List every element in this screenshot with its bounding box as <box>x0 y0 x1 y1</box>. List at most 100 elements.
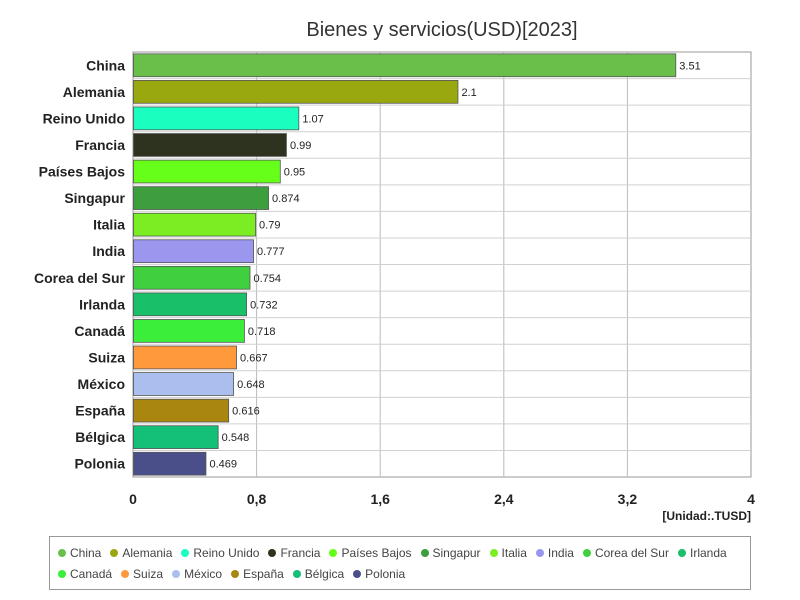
legend-swatch-icon <box>110 548 119 557</box>
legend: China Alemania Reino Unido Francia Países Ba… <box>49 536 751 590</box>
bar-corea-del-sur <box>133 265 251 290</box>
bars <box>133 53 677 476</box>
bar-francia <box>133 133 287 157</box>
legend-swatch-icon <box>582 548 591 557</box>
legend-item-canada[interactable]: Canadá <box>58 563 112 584</box>
x-tick-label: 0 <box>129 491 137 507</box>
category-label-suiza: Suiza <box>88 349 125 365</box>
category-label-canada: Canadá <box>74 323 125 339</box>
legend-swatch-icon <box>677 548 686 557</box>
legend-item-italia[interactable]: Italia <box>489 542 527 563</box>
data-label-canada: 0.718 <box>248 326 276 338</box>
bar-chart: Bienes y servicios(USD)[2023] China Alema… <box>34 19 755 523</box>
legend-item-india[interactable]: India <box>535 542 574 563</box>
legend-swatch-icon <box>172 569 181 578</box>
legend-item-francia[interactable]: Francia <box>268 542 320 563</box>
category-label-espana: España <box>75 403 125 419</box>
category-label-paises-bajos: Países Bajos <box>39 164 126 180</box>
category-label-belgica: Bélgica <box>75 429 125 445</box>
bar-alemania <box>133 80 459 104</box>
data-label-paises-bajos: 0.95 <box>284 167 305 179</box>
x-tick-label: 0,8 <box>247 491 267 507</box>
bar-polonia <box>133 451 207 476</box>
category-label-india: India <box>92 243 125 259</box>
bar-canada <box>133 319 245 343</box>
legend-label: Francia <box>280 545 321 560</box>
legend-item-singapur[interactable]: Singapur <box>420 542 481 563</box>
legend-swatch-icon <box>121 569 130 578</box>
data-labels: 3.51 2.1 1.07 0.99 0.95 0.874 0.79 0.777 0.754 0.… <box>209 60 700 470</box>
category-label-china: China <box>86 57 125 73</box>
x-axis-ticks: 0 0,8 1,6 2,4 3,2 4 <box>129 491 755 507</box>
data-label-mexico: 0.648 <box>237 379 265 391</box>
bar-mexico <box>133 372 235 396</box>
x-tick-label: 3,2 <box>618 491 638 507</box>
bar-irlanda <box>133 292 247 317</box>
legend-item-reino-unido[interactable]: Reino Unido <box>181 542 259 563</box>
category-label-alemania: Alemania <box>63 84 125 100</box>
legend-label: España <box>243 566 284 581</box>
legend-label: Singapur <box>432 545 481 560</box>
bar-belgica <box>133 425 219 449</box>
bar-paises-bajos <box>133 159 281 184</box>
legend-swatch-icon <box>535 548 544 557</box>
legend-item-belgica[interactable]: Bélgica <box>292 563 345 584</box>
category-label-singapur: Singapur <box>64 190 125 206</box>
legend-swatch-icon <box>420 548 429 557</box>
data-label-singapur: 0.874 <box>272 193 300 205</box>
bar-singapur <box>133 186 269 210</box>
data-label-corea-del-sur: 0.754 <box>253 273 281 285</box>
unit-label: [Unidad:.TUSD] <box>662 509 751 523</box>
chart-title: Bienes y servicios(USD)[2023] <box>306 19 577 41</box>
legend-label: Suiza <box>133 566 164 581</box>
grid-lines <box>133 52 751 477</box>
legend-label: Alemania <box>122 545 173 560</box>
data-label-alemania: 2.1 <box>461 87 476 99</box>
data-label-francia: 0.99 <box>290 140 311 152</box>
legend-item-mexico[interactable]: México <box>172 563 222 584</box>
legend-item-polonia[interactable]: Polonia <box>353 563 405 584</box>
bar-china <box>133 53 677 78</box>
category-label-reino-unido: Reino Unido <box>43 110 125 126</box>
data-label-china: 3.51 <box>679 60 700 72</box>
legend-label: Italia <box>501 545 527 560</box>
legend-item-irlanda[interactable]: Irlanda <box>677 542 727 563</box>
legend-swatch-icon <box>231 569 240 578</box>
legend-item-corea-del-sur[interactable]: Corea del Sur <box>582 542 669 563</box>
legend-swatch-icon <box>58 548 66 557</box>
bar-espana <box>133 398 230 423</box>
category-label-francia: Francia <box>75 137 125 153</box>
legend-swatch-icon <box>489 548 498 557</box>
legend-swatch-icon <box>353 569 362 578</box>
category-label-mexico: México <box>78 376 125 392</box>
legend-item-espana[interactable]: España <box>231 563 284 584</box>
legend-label: Corea del Sur <box>594 545 669 560</box>
legend-swatch-icon <box>292 569 301 578</box>
legend-swatch-icon <box>181 548 190 557</box>
category-label-polonia: Polonia <box>74 456 125 472</box>
bar-suiza <box>133 345 237 370</box>
legend-item-china[interactable]: China <box>58 542 101 563</box>
legend-label: Canadá <box>70 566 113 581</box>
data-label-belgica: 0.548 <box>222 432 250 444</box>
legend-item-suiza[interactable]: Suiza <box>121 563 163 584</box>
data-label-reino-unido: 1.07 <box>302 113 323 125</box>
category-labels: China Alemania Reino Unido Francia Países Ba… <box>34 57 126 471</box>
category-label-italia: Italia <box>93 217 125 233</box>
legend-swatch-icon <box>329 548 338 557</box>
legend-swatch-icon <box>58 569 66 578</box>
x-tick-label: 1,6 <box>370 491 390 507</box>
data-label-india: 0.777 <box>257 246 285 258</box>
bar-italia <box>133 212 256 237</box>
data-label-polonia: 0.469 <box>209 459 237 471</box>
legend-label: Bélgica <box>304 566 345 581</box>
legend-item-paises-bajos[interactable]: Países Bajos <box>329 542 412 563</box>
category-label-corea-del-sur: Corea del Sur <box>34 270 126 286</box>
category-label-irlanda: Irlanda <box>79 296 125 312</box>
bar-india <box>133 239 254 264</box>
legend-swatch-icon <box>268 548 277 557</box>
legend-label: Reino Unido <box>193 545 260 560</box>
legend-label: India <box>547 545 574 560</box>
legend-label: México <box>184 566 223 581</box>
legend-item-alemania[interactable]: Alemania <box>110 542 172 563</box>
